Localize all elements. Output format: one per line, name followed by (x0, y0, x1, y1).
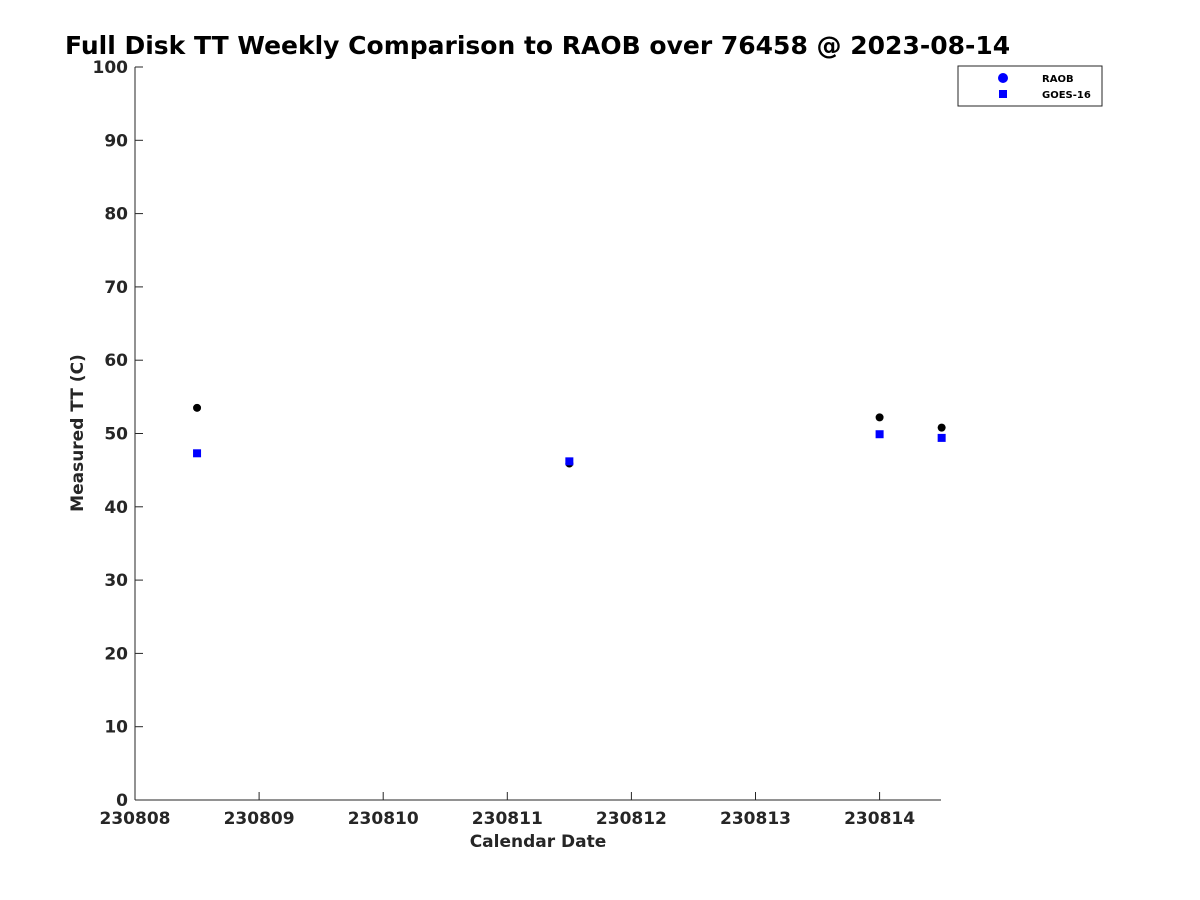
x-tick-label: 230812 (596, 809, 667, 829)
raob-point (875, 413, 884, 422)
y-axis-ticks: 0 10 20 30 40 50 60 70 80 90 100 (93, 58, 143, 811)
x-tick-label: 230811 (472, 809, 543, 829)
legend-box (957, 65, 1103, 107)
y-tick-label: 80 (104, 205, 128, 225)
y-tick-label: 40 (104, 498, 128, 518)
y-axis-label: Measured TT (C) (68, 354, 88, 512)
axes (134, 67, 941, 801)
y-tick-label: 60 (104, 351, 128, 371)
y-tick-label: 50 (104, 425, 128, 445)
raob-point (937, 423, 946, 432)
legend: RAOB GOES-16 (957, 65, 1103, 107)
y-tick-label: 70 (104, 278, 128, 298)
goes-16-point (875, 430, 884, 439)
goes-16-point (565, 457, 574, 466)
y-tick-label: 20 (104, 644, 128, 664)
goes-16-point (193, 449, 202, 458)
x-tick-label: 230809 (224, 809, 295, 829)
plot-points (193, 403, 946, 468)
x-tick-label: 230814 (844, 809, 915, 829)
legend-label-goes-16: GOES-16 (1042, 90, 1091, 101)
x-tick-label: 230808 (100, 809, 171, 829)
goes-16-point (937, 433, 946, 442)
x-axis-label: Calendar Date (470, 832, 607, 852)
x-axis-ticks: 230808 230809 230810 230811 230812 230813 2308… (100, 792, 915, 829)
y-tick-label: 90 (104, 131, 128, 151)
raob-point (193, 403, 202, 412)
y-tick-label: 10 (104, 718, 128, 738)
x-tick-label: 230810 (348, 809, 419, 829)
legend-marker-raob (998, 73, 1008, 83)
y-tick-label: 30 (104, 571, 128, 591)
x-tick-label: 230813 (720, 809, 791, 829)
legend-marker-goes-16 (999, 90, 1007, 98)
legend-label-raob: RAOB (1042, 74, 1074, 85)
y-tick-label: 100 (93, 58, 129, 78)
chart-title: Full Disk TT Weekly Comparison to RAOB o… (65, 31, 1010, 60)
y-tick-label: 0 (116, 791, 128, 811)
